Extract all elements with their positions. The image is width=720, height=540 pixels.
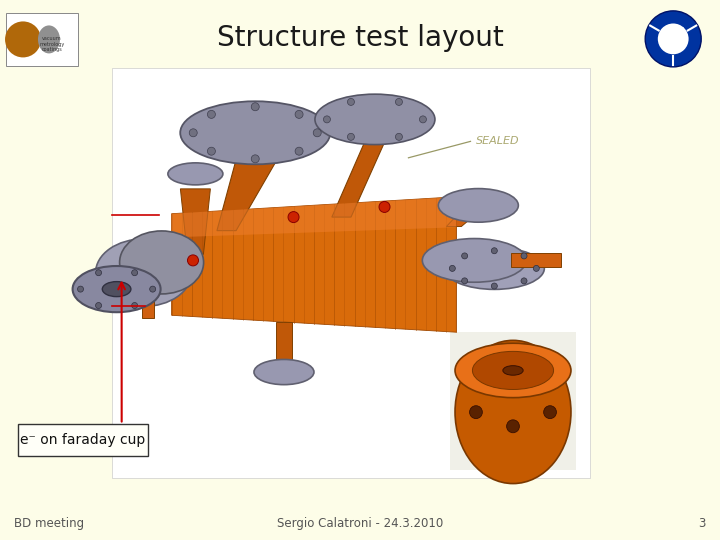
Ellipse shape (455, 340, 571, 484)
Text: Structure test layout: Structure test layout (217, 24, 503, 52)
Circle shape (313, 129, 321, 137)
Ellipse shape (180, 102, 330, 164)
Ellipse shape (254, 360, 314, 384)
Circle shape (521, 253, 527, 259)
Polygon shape (171, 197, 456, 238)
Bar (511, 253, 562, 267)
Circle shape (295, 110, 303, 118)
Circle shape (534, 265, 539, 272)
Circle shape (187, 255, 199, 266)
Circle shape (5, 22, 41, 57)
Ellipse shape (73, 266, 161, 312)
Circle shape (462, 253, 467, 259)
Text: vacuum
metrology
coatings: vacuum metrology coatings (39, 36, 65, 52)
Text: Sergio Calatroni - 24.3.2010: Sergio Calatroni - 24.3.2010 (277, 517, 443, 530)
Polygon shape (181, 189, 210, 254)
Circle shape (491, 283, 498, 289)
Ellipse shape (423, 239, 526, 282)
Circle shape (96, 302, 102, 308)
Circle shape (348, 98, 354, 105)
Ellipse shape (544, 406, 557, 419)
Circle shape (420, 116, 426, 123)
Polygon shape (142, 301, 153, 318)
Ellipse shape (444, 247, 544, 289)
Circle shape (348, 133, 354, 140)
Text: BD meeting: BD meeting (14, 517, 84, 530)
Circle shape (658, 23, 688, 55)
Ellipse shape (315, 94, 435, 145)
Polygon shape (171, 197, 456, 332)
Circle shape (150, 286, 156, 292)
Ellipse shape (472, 352, 554, 389)
Circle shape (491, 248, 498, 254)
Polygon shape (446, 205, 486, 227)
Circle shape (462, 278, 467, 284)
Ellipse shape (96, 239, 192, 307)
Circle shape (207, 110, 215, 118)
Bar (276, 322, 292, 372)
Text: e⁻ on faraday cup: e⁻ on faraday cup (20, 433, 145, 447)
Ellipse shape (503, 366, 523, 375)
Circle shape (288, 212, 299, 222)
FancyBboxPatch shape (18, 424, 148, 456)
FancyBboxPatch shape (6, 13, 78, 66)
Circle shape (323, 116, 330, 123)
Circle shape (132, 269, 138, 276)
Polygon shape (217, 163, 275, 231)
Ellipse shape (469, 406, 482, 419)
Ellipse shape (438, 188, 518, 222)
Circle shape (395, 98, 402, 105)
Circle shape (295, 147, 303, 155)
Circle shape (207, 147, 215, 155)
Ellipse shape (102, 281, 131, 296)
Ellipse shape (507, 420, 519, 433)
Ellipse shape (168, 163, 223, 185)
Ellipse shape (38, 25, 60, 53)
Bar (112, 68, 590, 478)
Ellipse shape (120, 231, 204, 294)
Circle shape (521, 278, 527, 284)
Circle shape (78, 286, 84, 292)
Text: SEALED: SEALED (475, 137, 519, 146)
Circle shape (189, 129, 197, 137)
Text: CERN: CERN (662, 28, 685, 36)
Ellipse shape (455, 343, 571, 397)
Circle shape (379, 201, 390, 212)
Bar (450, 332, 576, 470)
Text: 3: 3 (698, 517, 706, 530)
Circle shape (251, 155, 259, 163)
Circle shape (251, 103, 259, 111)
Polygon shape (332, 141, 385, 217)
Circle shape (645, 11, 701, 67)
Circle shape (449, 265, 455, 272)
Circle shape (395, 133, 402, 140)
Circle shape (96, 269, 102, 276)
Circle shape (132, 302, 138, 308)
